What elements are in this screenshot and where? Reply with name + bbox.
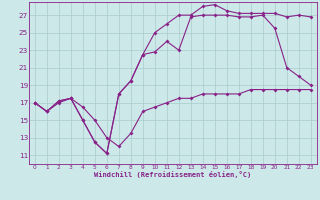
X-axis label: Windchill (Refroidissement éolien,°C): Windchill (Refroidissement éolien,°C) [94,171,252,178]
